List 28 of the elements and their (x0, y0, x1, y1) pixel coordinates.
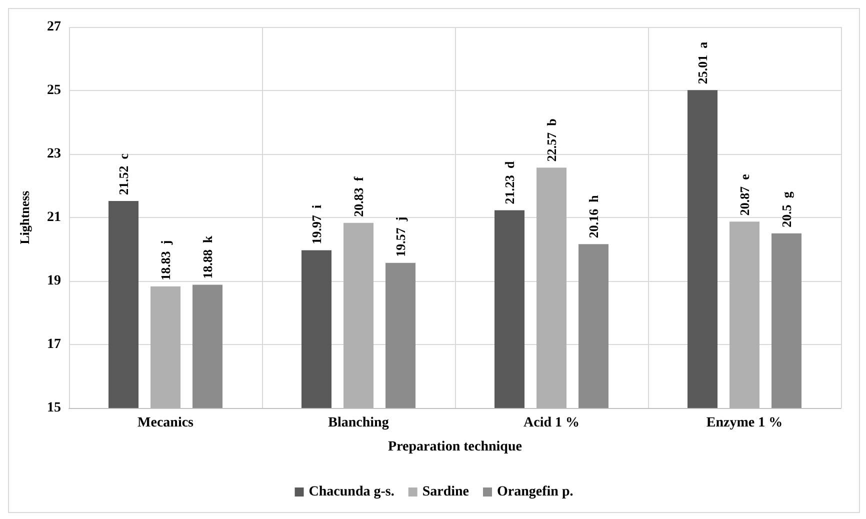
y-tick-label: 23 (47, 146, 61, 162)
y-tick-label: 21 (47, 210, 61, 225)
data-label: 20.83 f (351, 176, 366, 217)
data-label: 19.97 i (309, 204, 324, 244)
x-tick-label: Blanching (328, 416, 389, 430)
legend-label: Orangefin p. (497, 484, 574, 500)
y-tick-label: 27 (47, 20, 61, 34)
data-label: 19.57 j (393, 216, 408, 257)
data-label: 20.5 g (779, 191, 794, 228)
x-tick-label: Mecanics (138, 416, 194, 430)
x-tick-label: Acid 1 % (524, 416, 580, 430)
x-tick-label: Enzyme 1 % (706, 416, 783, 430)
y-tick-label: 19 (47, 274, 61, 288)
data-label: 21.23 d (502, 160, 517, 204)
data-label: 20.87 e (737, 174, 752, 216)
y-tick-label: 25 (47, 83, 61, 98)
y-tick-label: 17 (47, 337, 61, 352)
data-label: 18.83 j (158, 240, 173, 280)
data-label: 20.16 h (586, 194, 601, 238)
legend-label: Chacunda g-s. (308, 484, 394, 500)
legend-label: Sardine (422, 484, 470, 500)
y-tick-label: 15 (47, 400, 61, 416)
data-label: 21.52 c (116, 153, 131, 195)
y-axis-title: Lightness (17, 190, 32, 244)
data-label: 25.01 a (695, 41, 710, 84)
data-label: 22.57 b (544, 118, 559, 162)
x-axis-title: Preparation technique (388, 440, 522, 454)
data-label: 18.88 k (200, 235, 215, 279)
